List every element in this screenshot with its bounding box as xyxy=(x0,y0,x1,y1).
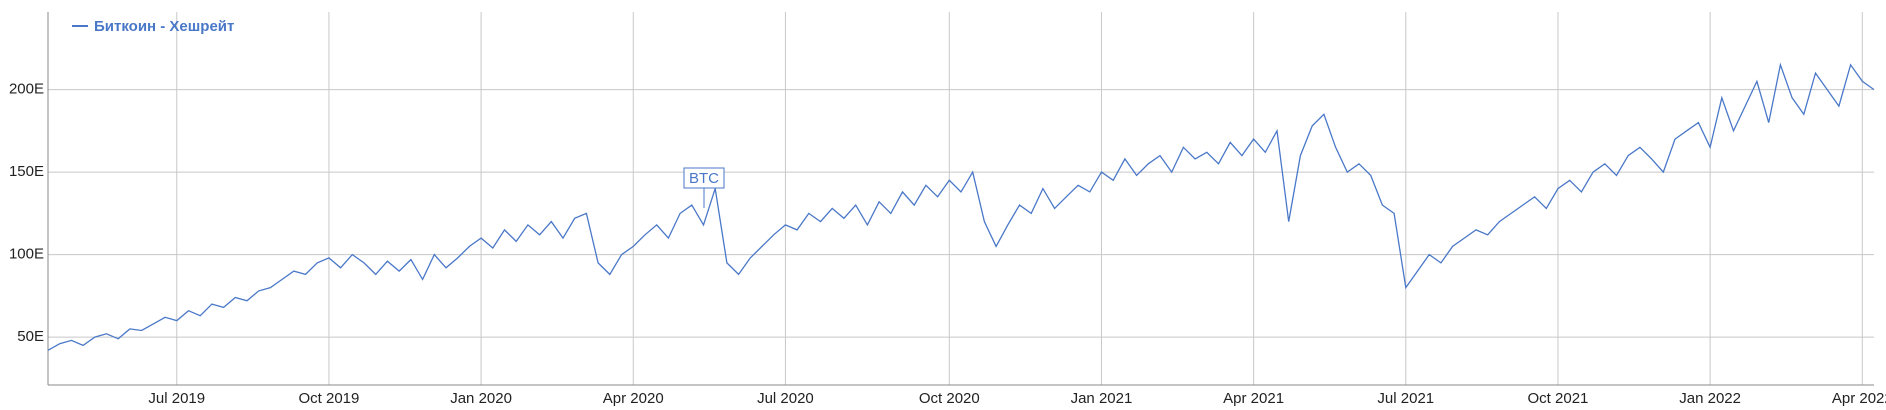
y-tick-label: 100E xyxy=(9,246,44,263)
x-tick-label: Oct 2020 xyxy=(919,390,980,407)
x-tick-label: Apr 2022 xyxy=(1832,390,1886,407)
annotation-box xyxy=(683,167,725,189)
y-tick-label: 50E xyxy=(17,328,44,345)
x-tick-label: Jul 2019 xyxy=(148,390,205,407)
annotation-label: BTC xyxy=(689,170,719,187)
x-tick-label: Jul 2020 xyxy=(757,390,814,407)
line-series xyxy=(47,62,1875,351)
x-tick-label: Oct 2019 xyxy=(298,390,359,407)
x-tick-label: Apr 2021 xyxy=(1223,390,1284,407)
x-tick-label: Jan 2021 xyxy=(1071,390,1133,407)
x-tick-label: Jan 2020 xyxy=(450,390,512,407)
x-tick-label: Apr 2020 xyxy=(603,390,664,407)
x-tick-label: Jul 2021 xyxy=(1377,390,1434,407)
y-tick-label: 150E xyxy=(9,163,44,180)
x-tick-label: Jan 2022 xyxy=(1679,390,1741,407)
legend-label: Биткоин - Хешрейт xyxy=(94,18,234,35)
y-tick-label: 200E xyxy=(9,81,44,98)
x-tick-label: Oct 2021 xyxy=(1528,390,1589,407)
